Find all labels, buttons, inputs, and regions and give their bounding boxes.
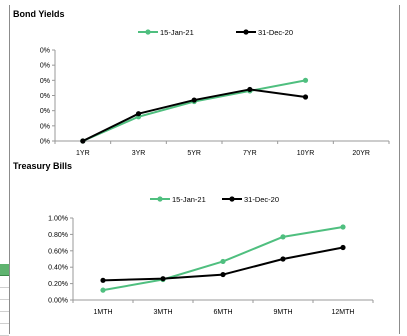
- y-tick-label: 0.20%: [48, 281, 68, 288]
- chart-title: Treasury Bills: [13, 161, 73, 171]
- cell[interactable]: [0, 288, 9, 300]
- y-tick-label: 0%: [40, 78, 50, 85]
- data-point: [340, 224, 346, 230]
- data-point: [220, 258, 226, 265]
- data-point: [220, 271, 226, 278]
- x-tick-label: 20YR: [352, 150, 370, 157]
- bond-yields-plot: 15-Jan-21 31-Dec-20 0% 0% 0% 0% 0% 0% 0% 1YR 3YR 5Y…: [40, 28, 390, 157]
- selected-cell[interactable]: [0, 264, 9, 276]
- treasury-bills-plot: 15-Jan-21 31-Dec-20 0.00% 0.20% 0.40% 0.60% 0.…: [48, 195, 374, 316]
- data-point: [100, 277, 106, 283]
- x-tick-label: 3YR: [132, 150, 146, 157]
- bond-yields-chart[interactable]: Bond Yields 15-Jan-21 31-Dec-20 0% 0% 0% 0% 0%…: [10, 5, 399, 157]
- y-tick-label: 0.80%: [48, 232, 68, 239]
- spreadsheet-cell-strip[interactable]: [0, 264, 9, 336]
- legend-entry: 31-Dec-20: [222, 195, 279, 204]
- data-point: [280, 234, 286, 240]
- cell[interactable]: [0, 324, 9, 336]
- data-point: [100, 287, 106, 293]
- x-tick-label: 10YR: [297, 150, 315, 157]
- x-tick-label: 12MTH: [332, 309, 355, 316]
- x-tick-label: 5YR: [187, 150, 201, 157]
- data-point: [135, 111, 142, 117]
- legend-label: 15-Jan-21: [160, 28, 194, 37]
- y-tick-label: 0%: [40, 123, 50, 130]
- data-point: [160, 276, 166, 282]
- data-point: [247, 86, 253, 93]
- data-point: [280, 256, 286, 262]
- data-point: [80, 138, 86, 144]
- y-tick-label: 0.00%: [48, 298, 68, 305]
- legend-marker: [229, 196, 235, 202]
- x-tick-label: 1YR: [76, 150, 90, 157]
- y-tick-label: 0.60%: [48, 248, 68, 255]
- y-tick-label: 0%: [40, 63, 50, 70]
- legend-entry: 15-Jan-21: [138, 28, 194, 37]
- data-point: [302, 94, 309, 100]
- series-line: [82, 79, 306, 142]
- frame-border-left: [9, 5, 10, 334]
- legend-marker: [157, 196, 163, 202]
- y-tick-label: 0%: [40, 93, 50, 100]
- series-line: [82, 88, 306, 142]
- legend-entry: 31-Dec-20: [236, 28, 293, 37]
- treasury-bills-chart[interactable]: Treasury Bills 15-Jan-21 31-Dec-20 0.00% 0.…: [10, 157, 399, 334]
- legend-label: 15-Jan-21: [172, 195, 206, 204]
- legend-marker: [145, 29, 151, 35]
- y-tick-label: 0.40%: [48, 265, 68, 272]
- legend-entry: 15-Jan-21: [150, 195, 206, 204]
- frame-border-right: [399, 5, 400, 334]
- legend-label: 31-Dec-20: [244, 195, 279, 204]
- x-tick-label: 3MTH: [153, 309, 172, 316]
- y-tick-label: 1.00%: [48, 216, 68, 223]
- legend-label: 31-Dec-20: [258, 28, 293, 37]
- legend-marker: [243, 29, 249, 35]
- cell[interactable]: [0, 312, 9, 324]
- cell[interactable]: [0, 276, 9, 288]
- series-line: [102, 226, 344, 292]
- data-point: [191, 97, 197, 103]
- data-point: [302, 77, 309, 83]
- x-tick-label: 1MTH: [93, 309, 112, 316]
- y-tick-label: 0%: [40, 139, 50, 146]
- chart-title: Bond Yields: [13, 9, 65, 19]
- y-tick-label: 0%: [40, 108, 50, 115]
- y-tick-label: 0%: [40, 48, 50, 55]
- cell[interactable]: [0, 300, 9, 312]
- data-point: [340, 244, 346, 251]
- x-tick-label: 9MTH: [273, 309, 292, 316]
- x-tick-label: 7YR: [243, 150, 257, 157]
- x-tick-label: 6MTH: [213, 309, 232, 316]
